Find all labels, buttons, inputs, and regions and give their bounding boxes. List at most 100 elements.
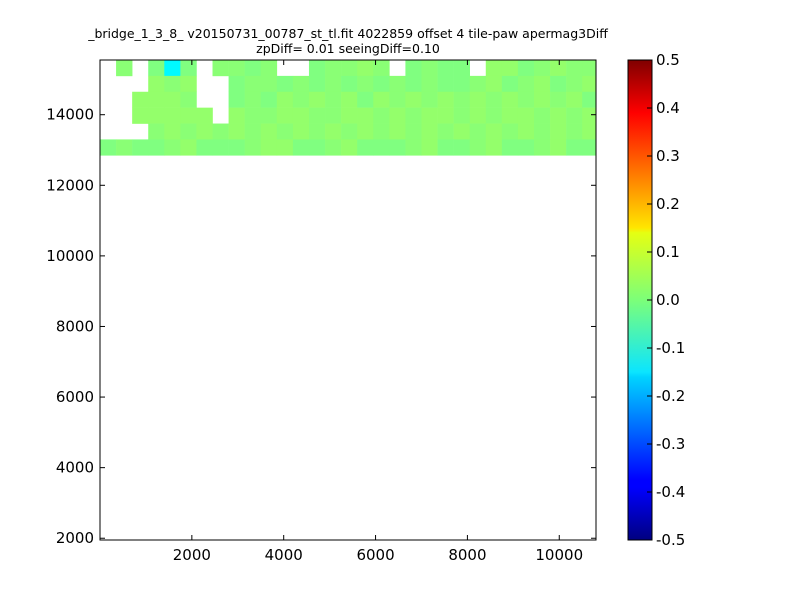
heatmap-cell <box>485 123 503 140</box>
heatmap-cell <box>180 139 197 156</box>
heatmap-cell <box>244 107 262 124</box>
heatmap-cell <box>437 139 454 156</box>
heatmap-cell <box>517 107 535 124</box>
x-tick-label: 4000 <box>265 546 303 564</box>
heatmap-cell <box>469 91 487 108</box>
heatmap-cell <box>308 107 326 124</box>
heatmap-cell <box>276 75 294 93</box>
heatmap-cell <box>437 107 454 124</box>
heatmap-cell <box>164 60 181 77</box>
heatmap-cells <box>100 60 597 156</box>
heatmap-cell <box>437 75 454 93</box>
heatmap-cell <box>582 75 597 93</box>
heatmap-cell <box>566 123 583 140</box>
heatmap-cell <box>196 139 213 156</box>
heatmap-cell <box>212 139 229 156</box>
heatmap-cell <box>292 139 310 156</box>
heatmap-cell <box>357 107 374 124</box>
heatmap-cell <box>566 75 583 93</box>
heatmap-cell <box>469 139 487 156</box>
heatmap-cell <box>148 60 165 77</box>
heatmap-cell <box>373 107 390 124</box>
heatmap-cell <box>421 123 438 140</box>
heatmap-cell <box>421 107 438 124</box>
x-tick-label: 10000 <box>535 546 583 564</box>
heatmap-cell <box>582 91 597 108</box>
heatmap-cell <box>373 91 390 108</box>
y-tick-label: 8000 <box>56 317 94 335</box>
heatmap-cell <box>550 60 567 77</box>
heatmap-cell <box>292 75 310 93</box>
heatmap-cell <box>341 91 358 108</box>
heatmap-cell <box>389 107 406 124</box>
heatmap-cell <box>453 107 470 124</box>
heatmap-cell <box>244 75 262 93</box>
heatmap-cell <box>180 123 197 140</box>
heatmap-cell <box>501 75 519 93</box>
heatmap-cell <box>501 123 519 140</box>
heatmap-cell <box>148 91 165 108</box>
heatmap-cell <box>453 123 470 140</box>
heatmap-cell <box>228 60 245 77</box>
heatmap-cell <box>276 123 294 140</box>
heatmap-cell <box>550 91 567 108</box>
y-tick-label: 10000 <box>46 247 94 265</box>
heatmap-cell <box>164 123 181 140</box>
heatmap-cell <box>534 107 551 124</box>
heatmap-cell <box>341 107 358 124</box>
heatmap-cell <box>164 139 181 156</box>
heatmap-cell <box>148 75 165 93</box>
heatmap-cell <box>469 75 487 93</box>
heatmap-cell <box>341 123 358 140</box>
heatmap-cell <box>132 107 149 124</box>
heatmap-cell <box>485 75 503 93</box>
heatmap-cell <box>373 123 390 140</box>
heatmap-cell <box>164 91 181 108</box>
heatmap-cell <box>501 107 519 124</box>
heatmap-cell <box>566 60 583 77</box>
axes: 2000 4000 6000 8000 10000 2000 4000 6000 8000 100… <box>46 60 596 564</box>
heatmap-cell <box>325 123 342 140</box>
heatmap-cell <box>582 60 597 77</box>
x-tick-label: 6000 <box>356 546 394 564</box>
heatmap-cell <box>437 60 454 77</box>
colorbar-tick-label: 0.5 <box>656 51 680 69</box>
heatmap-cell <box>341 139 358 156</box>
heatmap-cell <box>357 91 374 108</box>
heatmap-cell <box>405 123 422 140</box>
heatmap-cell <box>357 123 374 140</box>
colorbar-tick-label: -0.5 <box>656 531 685 549</box>
y-tick-label: 14000 <box>46 106 94 124</box>
x-tick-label: 2000 <box>173 546 211 564</box>
heatmap-cell <box>550 75 567 93</box>
heatmap-cell <box>389 91 406 108</box>
heatmap-cell <box>260 139 278 156</box>
heatmap-cell <box>485 107 503 124</box>
heatmap-cell <box>405 139 422 156</box>
heatmap-cell <box>244 60 262 77</box>
heatmap-cell <box>534 60 551 77</box>
heatmap-cell <box>550 139 567 156</box>
chart-title: _bridge_1_3_8_ v20150731_00787_st_tl.fit… <box>88 26 608 41</box>
heatmap-cell <box>196 107 213 124</box>
y-tick-label: 4000 <box>56 459 94 477</box>
heatmap-cell <box>180 107 197 124</box>
heatmap-cell <box>196 123 213 140</box>
heatmap-cell <box>389 139 406 156</box>
heatmap-cell <box>228 123 245 140</box>
heatmap-cell <box>260 91 278 108</box>
heatmap-cell <box>180 91 197 108</box>
heatmap-cell <box>276 107 294 124</box>
heatmap-cell <box>534 139 551 156</box>
heatmap-cell <box>341 60 358 77</box>
heatmap-cell <box>132 91 149 108</box>
heatmap-cell <box>389 123 406 140</box>
heatmap-cell <box>534 75 551 93</box>
heatmap-cell <box>260 75 278 93</box>
heatmap-cell <box>244 139 262 156</box>
heatmap-cell <box>501 139 519 156</box>
heatmap-cell <box>437 123 454 140</box>
heatmap-cell <box>437 91 454 108</box>
heatmap-cell <box>373 60 390 77</box>
heatmap-cell <box>582 123 597 140</box>
